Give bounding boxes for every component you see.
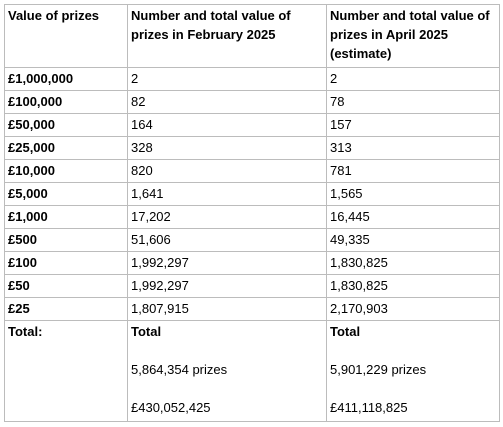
prize-value-cell: £1,000,000 — [4, 67, 128, 91]
table-row: £50 1,992,297 1,830,825 — [4, 274, 500, 298]
april-count-cell: 1,830,825 — [326, 274, 500, 298]
table-row: £25,000 328 313 — [4, 136, 500, 160]
table-row: £100,000 82 78 — [4, 90, 500, 114]
february-count-cell: 820 — [127, 159, 327, 183]
february-total-cell: Total 5,864,354 prizes £430,052,425 — [127, 320, 327, 422]
header-april-2025: Number and total value of prizes in Apri… — [326, 4, 500, 68]
prize-value-cell: £10,000 — [4, 159, 128, 183]
april-count-cell: 313 — [326, 136, 500, 160]
prize-table: Value of prizes Number and total value o… — [4, 4, 500, 422]
prize-value-cell: £100 — [4, 251, 128, 275]
prize-value-cell: £25,000 — [4, 136, 128, 160]
table-row: £10,000 820 781 — [4, 159, 500, 183]
april-count-cell: 2,170,903 — [326, 297, 500, 321]
total-row: Total: Total 5,864,354 prizes £430,052,4… — [4, 320, 500, 422]
prize-value-cell: £50 — [4, 274, 128, 298]
february-count-cell: 1,641 — [127, 182, 327, 206]
april-total-prizes: 5,901,229 prizes — [330, 362, 427, 377]
april-count-cell: 157 — [326, 113, 500, 137]
header-row: Value of prizes Number and total value o… — [4, 4, 500, 68]
february-count-cell: 2 — [127, 67, 327, 91]
header-february-2025: Number and total value of prizes in Febr… — [127, 4, 327, 68]
table-row: £100 1,992,297 1,830,825 — [4, 251, 500, 275]
april-total-heading: Total — [330, 324, 361, 339]
february-total-prizes: 5,864,354 prizes — [131, 362, 228, 377]
february-count-cell: 1,992,297 — [127, 274, 327, 298]
table-row: £5,000 1,641 1,565 — [4, 182, 500, 206]
table-row: £1,000 17,202 16,445 — [4, 205, 500, 229]
prize-value-cell: £500 — [4, 228, 128, 252]
table-row: £50,000 164 157 — [4, 113, 500, 137]
table-row: £1,000,000 2 2 — [4, 67, 500, 91]
february-total-value: £430,052,425 — [131, 400, 211, 415]
february-count-cell: 17,202 — [127, 205, 327, 229]
february-total-heading: Total — [131, 324, 162, 339]
february-count-cell: 82 — [127, 90, 327, 114]
february-count-cell: 328 — [127, 136, 327, 160]
april-count-cell: 49,335 — [326, 228, 500, 252]
prize-value-cell: £1,000 — [4, 205, 128, 229]
prize-value-cell: £100,000 — [4, 90, 128, 114]
total-label-cell: Total: — [4, 320, 128, 422]
april-count-cell: 78 — [326, 90, 500, 114]
table-row: £25 1,807,915 2,170,903 — [4, 297, 500, 321]
february-count-cell: 51,606 — [127, 228, 327, 252]
april-total-value: £411,118,825 — [330, 400, 408, 415]
february-count-cell: 164 — [127, 113, 327, 137]
april-count-cell: 16,445 — [326, 205, 500, 229]
april-count-cell: 1,565 — [326, 182, 500, 206]
document-container: Value of prizes Number and total value o… — [4, 4, 500, 422]
april-total-cell: Total 5,901,229 prizes £411,118,825 — [326, 320, 500, 422]
prize-value-cell: £5,000 — [4, 182, 128, 206]
april-count-cell: 781 — [326, 159, 500, 183]
table-row: £500 51,606 49,335 — [4, 228, 500, 252]
april-count-cell: 2 — [326, 67, 500, 91]
prize-value-cell: £50,000 — [4, 113, 128, 137]
prize-value-cell: £25 — [4, 297, 128, 321]
february-count-cell: 1,807,915 — [127, 297, 327, 321]
april-count-cell: 1,830,825 — [326, 251, 500, 275]
february-count-cell: 1,992,297 — [127, 251, 327, 275]
header-value-of-prizes: Value of prizes — [4, 4, 128, 68]
